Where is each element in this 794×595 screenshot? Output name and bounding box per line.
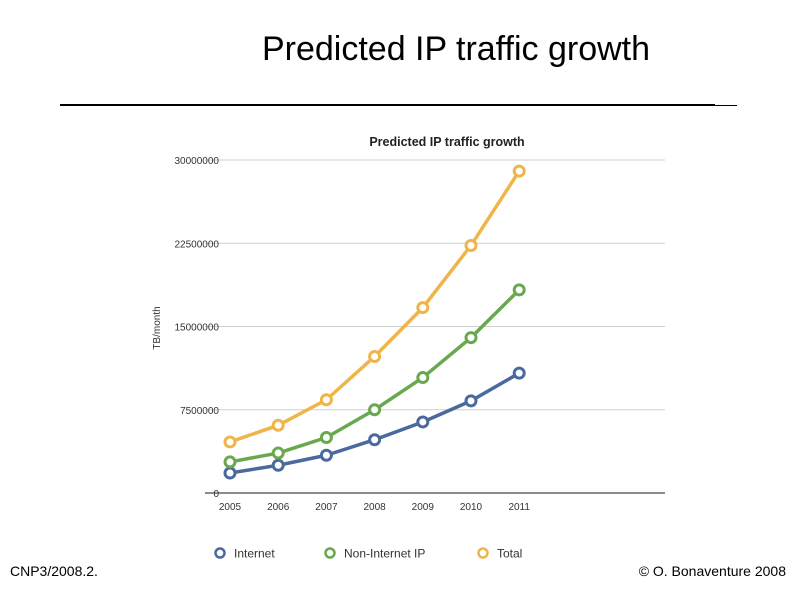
- footer-left: CNP3/2008.2.: [10, 563, 98, 579]
- data-point-non-internet-ip: [368, 403, 382, 417]
- footer-right: © O. Bonaventure 2008: [638, 563, 786, 579]
- data-point-internet: [271, 458, 285, 472]
- data-point-internet: [368, 433, 382, 447]
- legend-marker-non-internet-ip: [324, 547, 336, 559]
- data-point-internet: [464, 394, 478, 408]
- title-rule-tail: [715, 105, 737, 106]
- x-tick-label: 2010: [460, 502, 483, 513]
- y-tick-label: 15000000: [175, 323, 220, 334]
- x-tick-label: 2005: [219, 502, 242, 513]
- data-point-total: [223, 435, 237, 449]
- data-point-non-internet-ip: [512, 283, 526, 297]
- data-point-internet: [319, 448, 333, 462]
- data-point-total: [368, 349, 382, 363]
- data-point-total: [416, 301, 430, 315]
- data-point-internet: [416, 415, 430, 429]
- data-point-non-internet-ip: [464, 331, 478, 345]
- data-point-total: [271, 418, 285, 432]
- y-tick-label: 22500000: [175, 239, 220, 250]
- data-point-total: [464, 238, 478, 252]
- legend-label-total: Total: [497, 547, 522, 561]
- data-point-non-internet-ip: [271, 446, 285, 460]
- chart-title: Predicted IP traffic growth: [369, 135, 524, 149]
- legend-marker-internet: [214, 547, 226, 559]
- y-tick-label: 7500000: [180, 406, 219, 417]
- y-tick-label: 30000000: [175, 156, 220, 167]
- x-tick-label: 2008: [363, 502, 386, 513]
- data-point-total: [512, 164, 526, 178]
- legend-label-non-internet-ip: Non-Internet IP: [344, 547, 425, 561]
- data-point-non-internet-ip: [223, 455, 237, 469]
- data-point-total: [319, 393, 333, 407]
- y-tick-label: 0: [213, 489, 219, 500]
- x-tick-label: 2009: [412, 502, 435, 513]
- x-tick-label: 2007: [315, 502, 338, 513]
- legend-marker-total: [477, 547, 489, 559]
- data-point-internet: [223, 466, 237, 480]
- slide-title: Predicted IP traffic growth: [261, 30, 651, 68]
- data-point-non-internet-ip: [319, 431, 333, 444]
- data-point-non-internet-ip: [416, 371, 430, 385]
- x-tick-label: 2006: [267, 502, 290, 513]
- data-point-internet: [512, 366, 526, 380]
- x-tick-label: 2011: [508, 502, 530, 513]
- title-rule: [60, 104, 715, 106]
- legend-label-internet: Internet: [234, 547, 275, 561]
- y-axis-label: TB/month: [152, 306, 163, 349]
